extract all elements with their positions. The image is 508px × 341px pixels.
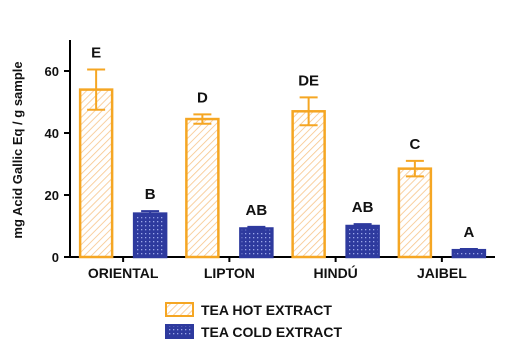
y-ticks: 0 20 40 60 bbox=[45, 64, 70, 265]
bar-cold-oriental bbox=[132, 212, 168, 259]
y-tick-label: 20 bbox=[45, 188, 59, 203]
bar-hot-oriental bbox=[78, 88, 114, 259]
legend-label-tea-cold-extract: TEA COLD EXTRACT bbox=[201, 324, 342, 340]
bars: E B D AB DE AB C A bbox=[78, 44, 487, 259]
significance-letter: AB bbox=[246, 202, 268, 219]
legend: TEA HOT EXTRACT TEA COLD EXTRACT bbox=[165, 302, 342, 340]
x-ticks: ORIENTAL LIPTON HINDÚ JAIBEL bbox=[88, 257, 467, 281]
significance-letter: E bbox=[91, 44, 101, 61]
y-tick-label: 40 bbox=[45, 126, 59, 141]
bar-hot-jaibel bbox=[397, 167, 433, 259]
bar-hot-hindú bbox=[291, 110, 326, 259]
category-label: HINDÚ bbox=[313, 264, 357, 281]
significance-letter: A bbox=[463, 224, 474, 241]
bar-hot-lipton bbox=[185, 117, 220, 259]
significance-letter: B bbox=[145, 186, 156, 203]
legend-label-tea-hot-extract: TEA HOT EXTRACT bbox=[201, 302, 332, 318]
y-tick-label: 0 bbox=[52, 250, 59, 265]
significance-letter: C bbox=[409, 136, 420, 153]
legend-swatch-tea-cold-extract bbox=[165, 324, 194, 339]
legend-swatch-tea-hot-extract bbox=[165, 302, 194, 317]
bar-cold-hindú bbox=[345, 224, 380, 259]
category-label: JAIBEL bbox=[417, 265, 467, 281]
significance-letter: AB bbox=[352, 199, 374, 216]
significance-letter: DE bbox=[298, 72, 319, 89]
category-label: LIPTON bbox=[204, 265, 255, 281]
y-axis-title: mg Acid Gallic Eq / g sample bbox=[10, 61, 25, 238]
y-tick-label: 60 bbox=[45, 64, 59, 79]
category-label: ORIENTAL bbox=[88, 265, 159, 281]
significance-letter: D bbox=[197, 89, 208, 106]
bar-cold-lipton bbox=[239, 227, 274, 259]
